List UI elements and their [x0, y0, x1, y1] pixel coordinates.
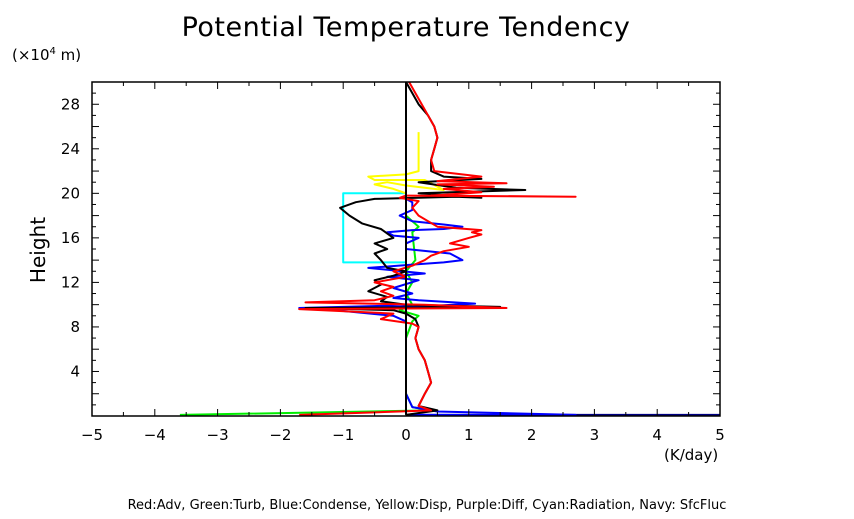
y-tick-label: 24: [61, 140, 80, 158]
y-axis-unit: (×104 m): [12, 46, 81, 64]
x-tick-label: 0: [401, 426, 411, 444]
x-tick-label: −4: [144, 426, 166, 444]
y-tick-label: 16: [61, 229, 80, 247]
series-line-2: [179, 82, 433, 416]
x-tick-label: 1: [464, 426, 474, 444]
x-tick-label: 5: [715, 426, 725, 444]
x-tick-label: 2: [527, 426, 537, 444]
y-unit-suffix: m): [55, 46, 82, 64]
series-layer: [179, 81, 720, 416]
y-tick-label: 12: [61, 273, 80, 291]
x-tick-label: −3: [207, 426, 229, 444]
x-tick-label: 4: [652, 426, 662, 444]
y-tick-label: 28: [61, 95, 80, 113]
y-unit-exponent: 4: [49, 46, 56, 57]
series-line-0: [342, 82, 407, 415]
series-line-6: [298, 81, 577, 416]
legend-text: Red:Adv, Green:Turb, Blue:Condense, Yell…: [127, 498, 727, 513]
chart-title: Potential Temperature Tendency: [181, 12, 631, 43]
x-tick-label: −1: [332, 426, 354, 444]
series-line-5: [304, 81, 527, 416]
x-axis-label: (K/day): [664, 446, 719, 464]
y-tick-label: 8: [70, 318, 80, 336]
x-tick-label: −5: [81, 426, 103, 444]
series-line-4: [298, 82, 577, 416]
y-tick-label: 4: [70, 362, 80, 380]
y-tick-label: 20: [61, 184, 80, 202]
x-tick-label: 3: [590, 426, 600, 444]
y-unit-prefix: (×10: [12, 46, 50, 64]
x-tick-label: −2: [269, 426, 291, 444]
